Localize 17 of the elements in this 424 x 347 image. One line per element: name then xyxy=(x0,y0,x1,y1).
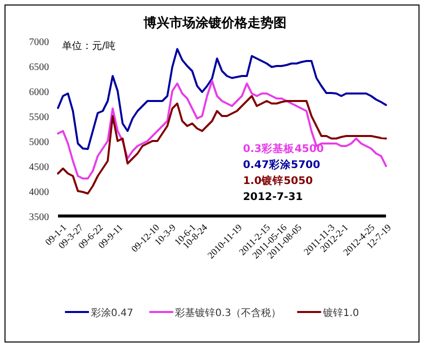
y-tick-label: 4500 xyxy=(29,162,49,173)
legend-label: 镀锌1.0 xyxy=(322,307,360,319)
y-tick-label: 5500 xyxy=(29,112,49,123)
y-tick-label: 3500 xyxy=(29,212,49,223)
chart-title: 博兴市场涂镀价格走势图 xyxy=(142,15,286,31)
y-tick-label: 6000 xyxy=(29,87,49,98)
annotation: 0.3彩基板4500 xyxy=(243,142,324,155)
annotation: 0.47彩涂5700 xyxy=(243,158,320,171)
annotation: 2012-7-31 xyxy=(243,191,303,203)
y-tick-label: 4000 xyxy=(29,187,49,198)
y-axis-title: 单位：元/吨 xyxy=(62,40,116,52)
legend-label: 彩基镀锌0.3（不含税） xyxy=(175,307,282,319)
annotation: 1.0镀锌5050 xyxy=(243,174,313,187)
y-tick-label: 6500 xyxy=(29,62,49,73)
y-tick-label: 5000 xyxy=(29,137,49,148)
legend-label: 彩涂0.47 xyxy=(90,307,134,319)
y-tick-label: 7000 xyxy=(29,37,49,48)
